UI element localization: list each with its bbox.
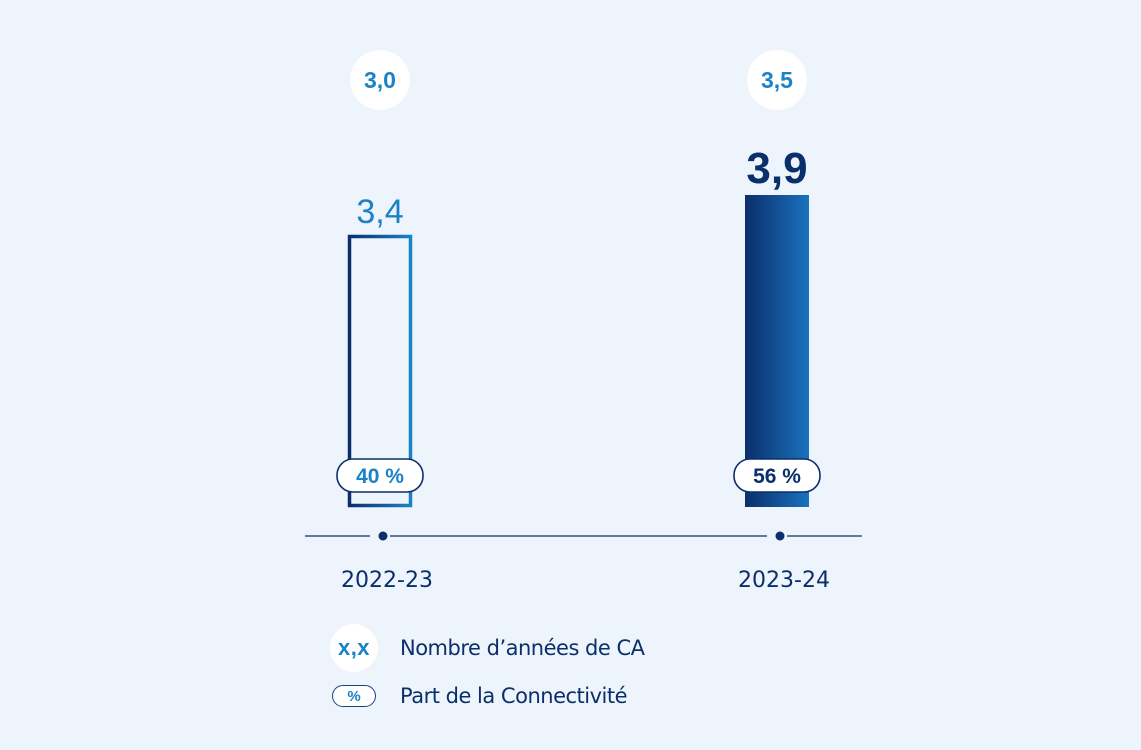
years-badge-circle: [350, 50, 410, 110]
legend-connectivity-label: Part de la Connectivité: [400, 684, 628, 708]
legend-item-years: x,x Nombre d’années de CA: [330, 624, 645, 672]
bar-value-label: 3,9: [746, 144, 807, 193]
bar-value-label: 3,4: [356, 193, 403, 231]
bar-2023-24: [745, 195, 809, 507]
x-axis-tick-dot: [775, 531, 785, 541]
years-badge-label: 3,5: [761, 67, 793, 93]
legend-years-symbol: x,x: [330, 624, 378, 672]
x-axis-tick-dot: [378, 531, 388, 541]
connectivity-pill-label: 40 %: [356, 465, 404, 488]
years-badge-circle: [747, 50, 807, 110]
bar-2022-23: [347, 234, 413, 508]
x-tick-label: 2022-23: [341, 568, 433, 593]
legend-item-connectivity: % Part de la Connectivité: [332, 684, 628, 708]
legend-years-label: Nombre d’années de CA: [400, 636, 645, 660]
connectivity-pill: [336, 458, 424, 493]
x-tick-label: 2023-24: [738, 568, 830, 593]
legend-pct-symbol: %: [332, 685, 376, 707]
connectivity-pill-label: 56 %: [753, 465, 801, 488]
connectivity-pill: [733, 458, 821, 493]
years-badge-label: 3,0: [364, 67, 396, 93]
